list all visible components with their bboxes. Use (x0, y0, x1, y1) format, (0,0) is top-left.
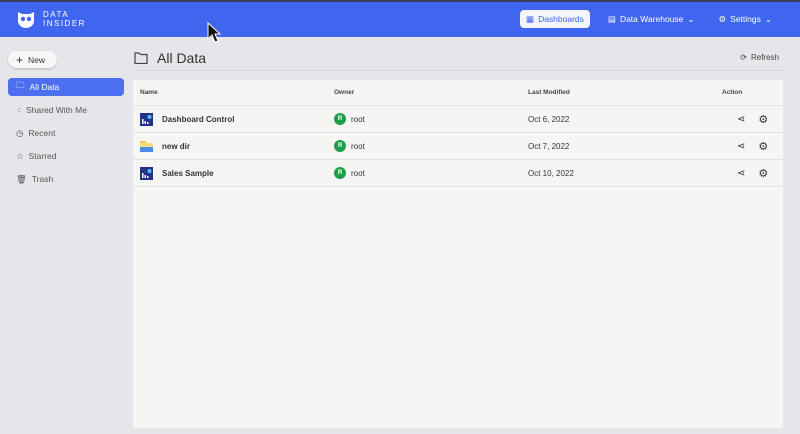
sidebar-item-starred[interactable]: ☆ Starred (8, 147, 124, 165)
new-label: New (28, 54, 46, 65)
top-bar: DATA INSIDER ▦ Dashboards ▤ Data Warehouse ⌄… (0, 0, 800, 37)
sidebar-item-label: Shared With Me (25, 105, 87, 115)
logo-text-2: INSIDER (43, 19, 86, 28)
row-name[interactable]: Sales Sample (162, 168, 214, 178)
nav-dashboards[interactable]: ▦ Dashboards (520, 10, 590, 28)
gear-icon: ⚙ (718, 13, 727, 24)
mouse-cursor-icon (207, 22, 221, 43)
nav-label: Settings (730, 14, 761, 24)
page-title-text: All Data (157, 50, 207, 66)
sidebar-item-recent[interactable]: ◷ Recent (8, 124, 124, 142)
owl-logo-icon (18, 12, 34, 28)
row-name[interactable]: Dashboard Control (162, 114, 235, 124)
dashboard-icon (140, 112, 153, 126)
row-owner: root (351, 114, 365, 124)
nav-label: Data Warehouse (619, 14, 684, 24)
chevron-down-icon: ⌄ (687, 13, 695, 24)
data-table: Name Owner Last Modified Action Dashboar… (133, 80, 783, 428)
row-modified: Oct 7, 2022 (528, 141, 570, 151)
column-owner[interactable]: Owner (334, 89, 355, 96)
row-owner: root (351, 141, 365, 151)
avatar: R (334, 167, 346, 179)
table-header: Name Owner Last Modified Action (133, 80, 783, 106)
column-last-modified[interactable]: Last Modified (528, 89, 570, 96)
sidebar-item-label: All Data (29, 82, 60, 92)
dashboard-icon: ▦ (526, 13, 535, 24)
refresh-label: Refresh (750, 53, 779, 62)
trash-icon: 🗑 (16, 173, 27, 184)
sidebar-item-label: Starred (28, 151, 57, 161)
row-owner: root (351, 168, 365, 178)
nav-data-warehouse[interactable]: ▤ Data Warehouse ⌄ (602, 10, 701, 28)
row-name[interactable]: new dir (162, 141, 191, 151)
share-icon: ⁖ (16, 104, 21, 115)
gear-icon[interactable]: ⚙ (758, 140, 769, 153)
column-name[interactable]: Name (140, 89, 158, 96)
star-icon: ☆ (16, 150, 24, 161)
folder-icon: 🗀 (16, 80, 25, 90)
clock-icon: ◷ (16, 127, 24, 138)
avatar: R (334, 140, 346, 152)
sidebar-item-label: Trash (31, 174, 54, 184)
share-icon[interactable]: ⋖ (737, 140, 746, 152)
row-modified: Oct 6, 2022 (528, 114, 570, 124)
plus-icon: + (16, 52, 24, 67)
folder-icon (140, 141, 153, 152)
gear-icon[interactable]: ⚙ (758, 167, 769, 180)
gear-icon[interactable]: ⚙ (758, 113, 769, 126)
sidebar-item-label: Recent (28, 128, 56, 138)
chevron-down-icon: ⌄ (764, 13, 772, 24)
dashboard-icon (140, 166, 153, 180)
share-icon[interactable]: ⋖ (737, 167, 746, 179)
nav-settings[interactable]: ⚙ Settings ⌄ (713, 10, 778, 28)
refresh-icon: ⟳ (740, 53, 747, 62)
avatar: R (334, 113, 346, 125)
database-icon: ▤ (607, 13, 616, 24)
sidebar-item-trash[interactable]: 🗑 Trash (8, 170, 124, 188)
logo-text-1: DATA (43, 10, 70, 19)
sidebar: 🗀 All Data ⁖ Shared With Me ◷ Recent ☆ Starr… (8, 78, 124, 193)
divider (133, 70, 783, 71)
share-icon[interactable]: ⋖ (737, 113, 746, 125)
nav-label: Dashboards (538, 14, 584, 24)
sidebar-item-all-data[interactable]: 🗀 All Data (8, 78, 124, 96)
folder-icon (134, 52, 148, 64)
logo[interactable]: DATA INSIDER (16, 9, 86, 29)
sidebar-item-shared[interactable]: ⁖ Shared With Me (8, 101, 124, 119)
page-title: All Data (134, 50, 206, 66)
refresh-button[interactable]: ⟳ Refresh (740, 53, 779, 62)
new-button[interactable]: + New (8, 51, 57, 68)
column-action: Action (722, 89, 743, 96)
row-modified: Oct 10, 2022 (528, 168, 574, 178)
